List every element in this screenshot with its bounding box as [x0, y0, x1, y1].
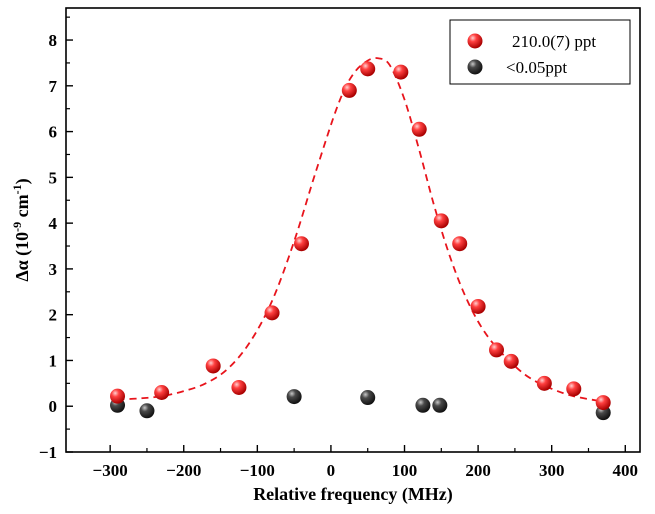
fit-curve [117, 57, 604, 403]
x-axis: −300 −200 −100 0 100 200 300 400 [93, 445, 638, 480]
data-point-red [341, 82, 357, 98]
y-tick-label: 3 [49, 260, 58, 279]
x-tick-label: 300 [539, 461, 565, 480]
data-point-gray [360, 390, 376, 406]
x-tick-label: 0 [327, 461, 336, 480]
y-tick-label: 0 [49, 397, 58, 416]
data-point-red [393, 64, 409, 80]
y-tick-label: 6 [49, 123, 58, 142]
legend-marker-red [467, 33, 483, 49]
y-axis-title-main: Δα (10 [12, 232, 33, 282]
x-tick-label: −300 [93, 461, 128, 480]
data-point-gray [286, 389, 302, 405]
data-point-gray [139, 403, 155, 419]
data-point-red [536, 375, 552, 391]
y-axis-title-close: ) [12, 178, 33, 184]
legend-label-gray: <0.05ppt [506, 58, 567, 77]
y-tick-label: 1 [49, 351, 58, 370]
x-tick-label: 100 [392, 461, 418, 480]
x-axis-title: Relative frequency (MHz) [253, 484, 453, 505]
x-tick-label: −200 [166, 461, 201, 480]
data-point-gray [415, 397, 431, 413]
y-tick-label: 2 [49, 306, 58, 325]
data-point-red [452, 236, 468, 252]
data-point-gray [432, 397, 448, 413]
x-tick-label: 200 [465, 461, 491, 480]
data-point-red [293, 236, 309, 252]
data-point-red [360, 61, 376, 77]
data-point-red [231, 379, 247, 395]
y-axis: −1 0 1 2 3 4 5 6 7 8 [39, 16, 73, 462]
data-point-red [411, 121, 427, 137]
y-axis-title-unit: cm [12, 194, 32, 221]
data-point-red [205, 358, 221, 374]
legend-marker-gray [467, 59, 483, 75]
y-tick-label: −1 [39, 443, 57, 462]
data-point-red [110, 388, 126, 404]
x-tick-label: 400 [613, 461, 639, 480]
y-tick-label: 8 [49, 31, 58, 50]
y-axis-title: Δα (10-9 cm-1) [10, 178, 33, 281]
data-point-red [433, 213, 449, 229]
legend-box [449, 19, 631, 85]
legend-label-red: 210.0(7) ppt [512, 32, 596, 51]
plot-frame [65, 7, 641, 453]
data-point-red [595, 395, 611, 411]
data-point-red [503, 353, 519, 369]
data-point-red [470, 298, 486, 314]
data-points [110, 61, 611, 421]
data-point-red [154, 384, 170, 400]
y-tick-label: 7 [49, 77, 58, 96]
legend: 210.0(7) ppt <0.05ppt [449, 19, 631, 85]
y-axis-title-unit-exp: -1 [10, 184, 24, 194]
x-tick-label: −100 [240, 461, 275, 480]
y-tick-label: 5 [49, 168, 58, 187]
y-axis-title-exp: -9 [10, 222, 24, 232]
data-point-red [264, 305, 280, 321]
data-point-red [566, 381, 582, 397]
data-point-red [489, 342, 504, 358]
y-tick-label: 4 [49, 214, 58, 233]
